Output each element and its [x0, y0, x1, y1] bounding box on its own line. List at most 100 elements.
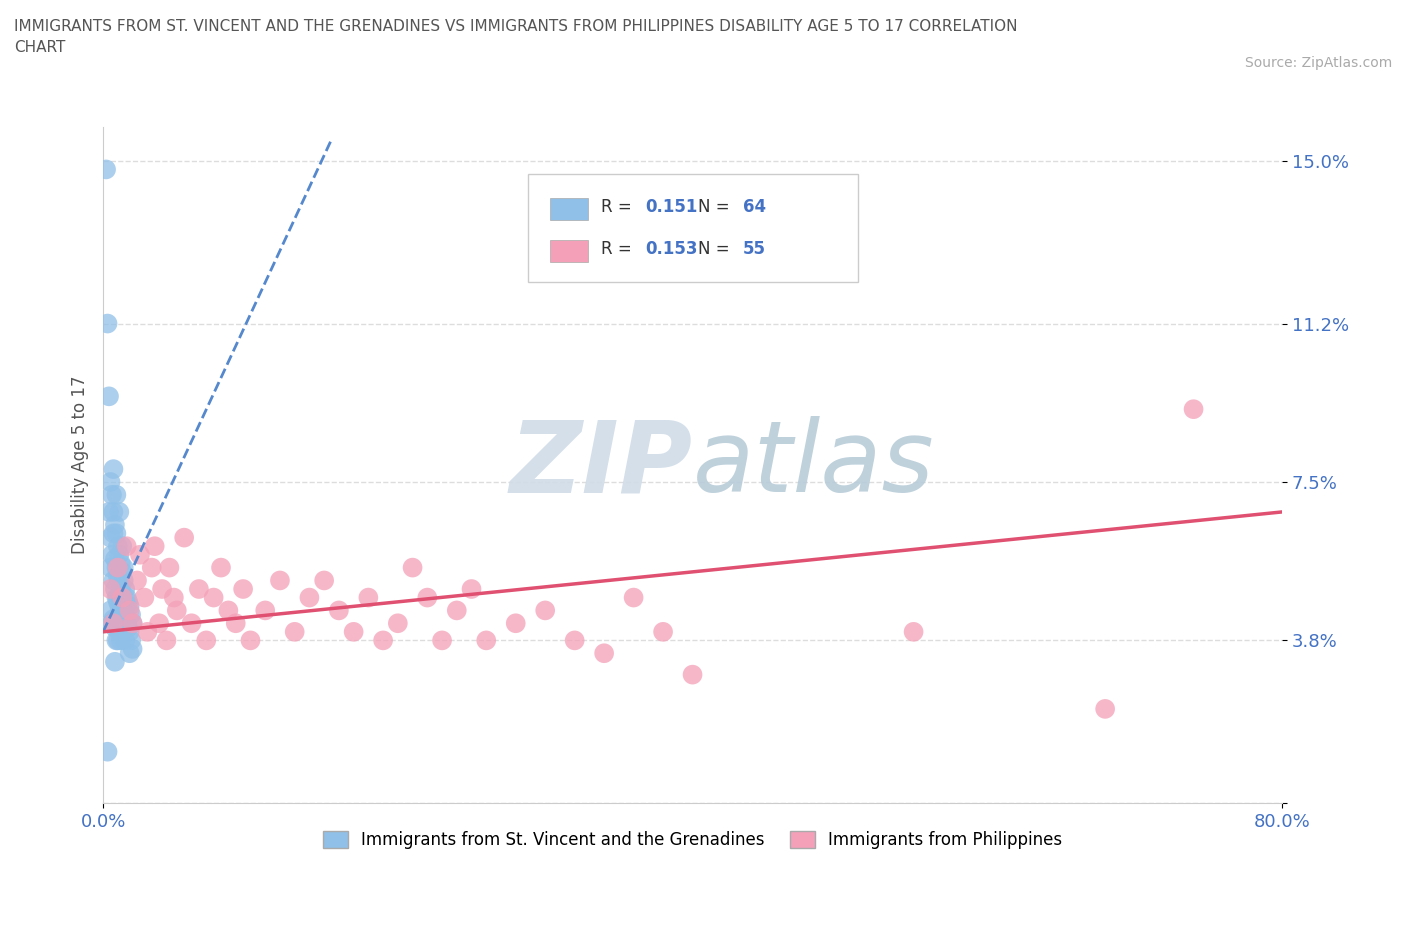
Point [107, 616, 129, 631]
Text: 64: 64 [744, 198, 766, 217]
Point [180, 616, 202, 631]
Point [105, 612, 128, 627]
Point [96, 316, 118, 331]
Point [416, 591, 439, 605]
Point [239, 633, 262, 648]
Point [108, 599, 131, 614]
Point [107, 569, 129, 584]
Point [110, 607, 132, 622]
Point [108, 504, 131, 519]
Point [105, 487, 128, 502]
Point [118, 599, 141, 614]
Point [1182, 402, 1205, 417]
Point [111, 565, 134, 579]
Point [284, 624, 307, 639]
FancyBboxPatch shape [550, 240, 588, 261]
Point [166, 603, 188, 618]
Point [104, 551, 127, 566]
Point [101, 487, 124, 502]
Point [101, 616, 124, 631]
Point [107, 633, 129, 648]
Point [115, 616, 138, 631]
Point [387, 616, 409, 631]
Point [103, 504, 125, 519]
Point [141, 560, 163, 575]
Point [505, 616, 527, 631]
Point [682, 667, 704, 682]
Point [111, 538, 134, 553]
Point [148, 616, 170, 631]
Point [108, 573, 131, 588]
Point [298, 591, 321, 605]
Point [105, 633, 128, 648]
Point [1094, 701, 1116, 716]
Point [111, 591, 134, 605]
Point [125, 573, 148, 588]
Point [118, 624, 141, 639]
FancyBboxPatch shape [527, 174, 858, 282]
Point [269, 573, 291, 588]
Point [100, 530, 122, 545]
Text: R =: R = [600, 198, 637, 217]
Point [623, 591, 645, 605]
Point [103, 461, 125, 476]
Text: R =: R = [600, 240, 637, 258]
Legend: Immigrants from St. Vincent and the Grenadines, Immigrants from Philippines: Immigrants from St. Vincent and the Gren… [316, 824, 1069, 856]
Point [103, 525, 125, 540]
Point [118, 645, 141, 660]
Point [357, 591, 380, 605]
Point [100, 560, 122, 575]
Point [195, 633, 218, 648]
Point [94, 162, 117, 177]
Point [202, 591, 225, 605]
Point [101, 548, 124, 563]
Point [105, 591, 128, 605]
Point [254, 603, 277, 618]
Point [163, 591, 186, 605]
Point [111, 616, 134, 631]
Point [129, 548, 152, 563]
Point [98, 389, 121, 404]
Text: ZIP: ZIP [509, 417, 693, 513]
Point [150, 581, 173, 596]
Point [117, 620, 139, 635]
Point [104, 620, 127, 635]
Text: N =: N = [699, 240, 735, 258]
Point [115, 591, 138, 605]
Point [112, 573, 135, 588]
Point [108, 624, 131, 639]
Point [115, 538, 138, 553]
Point [112, 603, 135, 618]
Text: atlas: atlas [693, 417, 934, 513]
Point [143, 538, 166, 553]
Point [232, 581, 254, 596]
Point [159, 560, 181, 575]
Point [120, 633, 142, 648]
Text: IMMIGRANTS FROM ST. VINCENT AND THE GRENADINES VS IMMIGRANTS FROM PHILIPPINES DI: IMMIGRANTS FROM ST. VINCENT AND THE GREN… [14, 19, 1018, 55]
Point [104, 517, 127, 532]
Point [446, 603, 468, 618]
Point [155, 633, 177, 648]
Point [430, 633, 453, 648]
Point [903, 624, 925, 639]
Point [104, 581, 127, 596]
Text: 0.153: 0.153 [645, 240, 697, 258]
Point [217, 603, 239, 618]
Point [652, 624, 675, 639]
Y-axis label: Disability Age 5 to 17: Disability Age 5 to 17 [72, 376, 89, 554]
Point [173, 530, 195, 545]
Point [328, 603, 350, 618]
Point [187, 581, 209, 596]
Point [114, 607, 136, 622]
Point [371, 633, 394, 648]
Point [104, 655, 127, 670]
Point [111, 586, 134, 601]
Point [120, 607, 142, 622]
Point [105, 560, 128, 575]
Point [107, 591, 129, 605]
Point [107, 594, 129, 609]
Point [110, 633, 132, 648]
Point [114, 581, 136, 596]
Point [100, 474, 122, 489]
Point [107, 538, 129, 553]
